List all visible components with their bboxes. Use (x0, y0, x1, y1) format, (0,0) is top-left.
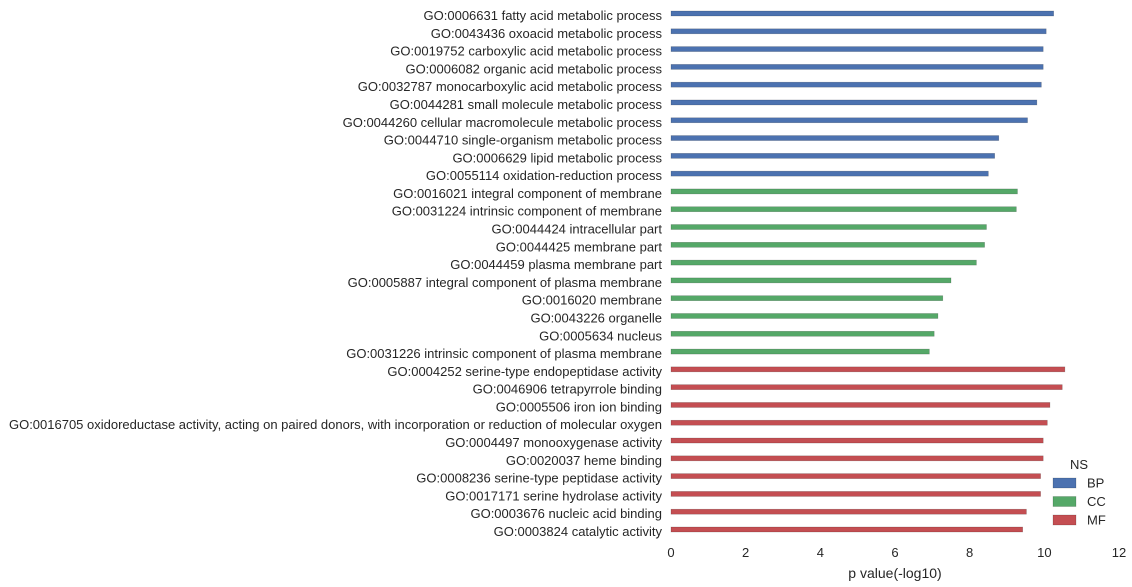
x-tick-label: 0 (667, 545, 674, 560)
legend-swatch (1052, 514, 1077, 526)
category-label: GO:0044710 single-organism metabolic pro… (384, 133, 663, 148)
category-labels-group: GO:0006631 fatty acid metabolic process G… (9, 8, 663, 539)
legend-entries-group: BP CC MF (1052, 476, 1106, 528)
category-label: GO:0016705 oxidoreductase activity, acti… (9, 417, 662, 432)
category-label: GO:0043226 organelle (530, 310, 662, 325)
category-label: GO:0019752 carboxylic acid metabolic pro… (390, 44, 662, 59)
bar (670, 366, 1066, 373)
bar (670, 188, 1018, 195)
legend-title: NS (1070, 457, 1088, 472)
bar (670, 277, 952, 284)
category-label: GO:0017171 serine hydrolase activity (445, 488, 662, 503)
bar (670, 64, 1044, 70)
bar (670, 491, 1041, 497)
bar (670, 384, 1063, 390)
bar (670, 206, 1017, 213)
legend-label: MF (1087, 513, 1106, 528)
category-label: GO:0016021 integral component of membran… (393, 186, 662, 201)
category-label: GO:0044459 plasma membrane part (450, 257, 662, 272)
x-axis-ticks-group: 0 2 4 6 8 10 12 (667, 545, 1126, 560)
category-label: GO:0016020 membrane (522, 293, 662, 308)
x-tick-label: 6 (891, 545, 898, 560)
x-tick-label: 8 (966, 545, 973, 560)
bar (670, 526, 1023, 533)
bar (670, 259, 977, 266)
bar (670, 170, 989, 177)
legend-label: BP (1087, 476, 1104, 491)
bar (670, 242, 985, 248)
category-label: GO:0044281 small molecule metabolic proc… (390, 97, 663, 112)
category-label: GO:0003824 catalytic activity (494, 524, 663, 539)
x-tick-label: 4 (817, 545, 824, 560)
category-label: GO:0055114 oxidation-reduction process (426, 168, 663, 183)
bar (670, 10, 1054, 17)
category-label: GO:0006631 fatty acid metabolic process (424, 8, 663, 23)
bar (670, 313, 939, 319)
bar (670, 330, 935, 337)
bar (670, 99, 1038, 106)
legend: NS BP CC MF (1052, 457, 1106, 528)
bar (670, 419, 1048, 426)
bars-group (670, 10, 1066, 533)
x-tick-label: 12 (1112, 545, 1126, 560)
bar (670, 135, 1000, 141)
bar (670, 473, 1041, 479)
category-label: GO:0005506 iron ion binding (496, 399, 662, 414)
bar (670, 455, 1044, 462)
category-label: GO:0004497 monooxygenase activity (445, 435, 662, 450)
category-label: GO:0031226 intrinsic component of plasma… (346, 346, 662, 361)
bar (670, 295, 944, 301)
bar (670, 402, 1051, 408)
bar (670, 117, 1028, 124)
category-label: GO:0046906 tetrapyrrole binding (473, 382, 662, 397)
category-label: GO:0043436 oxoacid metabolic process (431, 26, 663, 41)
category-label: GO:0006082 organic acid metabolic proces… (405, 61, 662, 76)
category-label: GO:0005634 nucleus (539, 328, 662, 343)
bar (670, 28, 1047, 35)
category-label: GO:0044425 membrane part (496, 239, 663, 254)
bar (670, 46, 1044, 52)
category-label: GO:0020037 heme binding (506, 453, 662, 468)
category-label: GO:0005887 integral component of plasma … (348, 275, 662, 290)
category-label: GO:0032787 monocarboxylic acid metabolic… (358, 79, 663, 94)
category-label: GO:0044424 intracellular part (491, 222, 662, 237)
bar (670, 224, 987, 230)
category-label: GO:0008236 serine-type peptidase activit… (416, 471, 662, 486)
category-label: GO:0003676 nucleic acid binding (470, 506, 662, 521)
legend-swatch (1052, 477, 1077, 489)
category-label: GO:0044260 cellular macromolecule metabo… (343, 115, 663, 130)
x-tick-label: 10 (1037, 545, 1051, 560)
bar (670, 348, 930, 355)
bar (670, 508, 1027, 515)
legend-swatch (1052, 496, 1077, 507)
category-label: GO:0004252 serine-type endopeptidase act… (387, 364, 662, 379)
bar (670, 153, 995, 159)
bar (670, 437, 1044, 444)
x-axis-title: p value(-log10) (848, 565, 941, 581)
legend-label: CC (1087, 494, 1106, 509)
category-label: GO:0031224 intrinsic component of membra… (392, 204, 662, 219)
bar (670, 81, 1042, 88)
x-tick-label: 2 (742, 545, 749, 560)
category-label: GO:0006629 lipid metabolic process (452, 150, 662, 165)
